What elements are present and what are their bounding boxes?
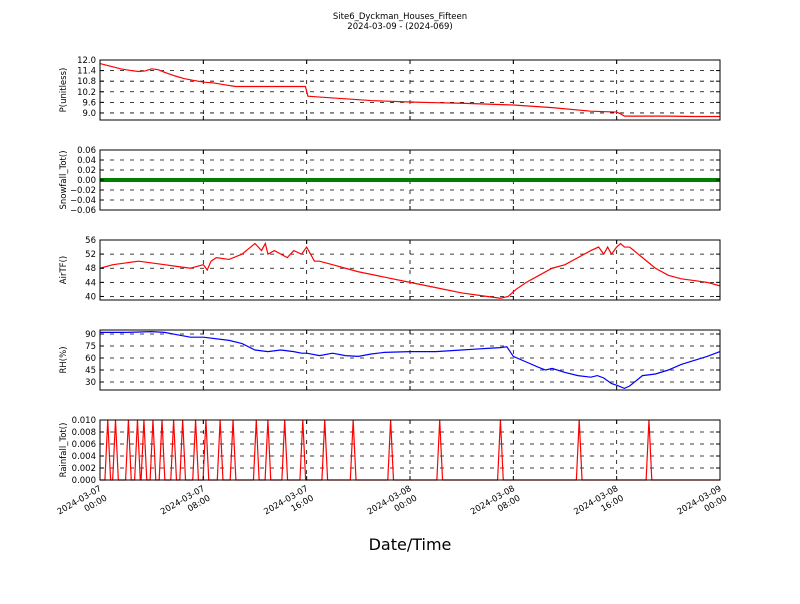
y-tick-label: 0.006: [72, 440, 96, 450]
y-tick-label: 44: [85, 278, 96, 288]
y-tick-label: 45: [85, 366, 96, 376]
y-tick-label: 10.8: [77, 77, 96, 87]
x-axis-label: Date/Time: [369, 535, 452, 554]
series-line: [100, 330, 721, 390]
figure-title-line1: Site6_Dyckman_Houses_Fifteen: [333, 12, 467, 22]
subplot-panels: 9.09.610.210.811.412.0P(unitless)−0.06−0…: [59, 56, 721, 486]
subplot-5: 0.000 0.002 0.004 0.006 0.008 0.010Rainfall_T…: [59, 416, 721, 486]
y-tick-label: 0.02: [77, 166, 96, 176]
y-axis-label: RH(%): [59, 346, 69, 373]
subplot-1: 9.09.610.210.811.412.0 P(unitless): [59, 56, 721, 121]
subplot-2: −0.06−0.04−0.020.000.020.040.06 Snowfall_…: [59, 146, 721, 216]
y-tick-label: 0.008: [72, 428, 96, 438]
y-axis-label: AirTF(): [59, 256, 69, 284]
y-tick-label: 10.2: [77, 88, 96, 98]
y-tick-label: −0.06: [70, 206, 96, 216]
x-tick-label: 2024-03-0900:00: [676, 484, 729, 527]
y-tick-label: 0.002: [72, 464, 96, 474]
subplot-3: 40 44 48 52 56 AirTF(): [59, 236, 721, 302]
y-tick-label: 0.00: [77, 176, 96, 186]
x-axis-ticks: 2024-03-0700:00 2024-03-0708:00 2024-03-07…: [56, 484, 729, 527]
y-tick-label: 11.4: [77, 67, 96, 77]
subplot-4: 30 45 60 75 90 RH(%): [59, 329, 721, 391]
y-tick-label: 0.004: [72, 452, 96, 462]
y-tick-label: −0.02: [70, 186, 96, 196]
y-tick-label: 60: [85, 354, 96, 364]
x-tick-label: 2024-03-0700:00: [56, 484, 109, 527]
series-line: [99, 241, 721, 299]
y-tick-label: 0.06: [77, 146, 96, 156]
y-tick-label: 56: [85, 236, 96, 246]
series-line: [99, 62, 720, 118]
y-tick-label: 0.000: [72, 476, 96, 486]
y-tick-label: 90: [85, 330, 96, 340]
x-tick-label: 2024-03-0716:00: [262, 484, 315, 527]
y-axis-label: Snowfall_Tot(): [59, 150, 69, 209]
figure-title-line2: 2024-03-09 - (2024-069): [347, 22, 452, 32]
x-tick-label: 2024-03-0800:00: [366, 484, 419, 527]
x-tick-label: 2024-03-0816:00: [572, 484, 625, 527]
y-tick-label: 9.0: [82, 109, 96, 119]
x-tick-label: 2024-03-0808:00: [469, 484, 522, 527]
y-axis-label: P(unitless): [59, 68, 69, 113]
y-tick-label: 48: [85, 264, 96, 274]
y-tick-label: 52: [85, 250, 96, 260]
y-tick-label: 12.0: [77, 56, 96, 66]
y-tick-label: 0.010: [72, 416, 96, 426]
y-tick-label: 75: [85, 342, 96, 352]
y-tick-label: 40: [85, 292, 96, 302]
y-axis-label: Rainfall_Tot(): [59, 423, 69, 478]
y-tick-label: 9.6: [82, 98, 96, 108]
y-tick-label: 0.04: [77, 156, 96, 166]
y-tick-label: 30: [85, 378, 96, 388]
x-tick-label: 2024-03-0708:00: [159, 484, 212, 527]
y-tick-label: −0.04: [70, 196, 96, 206]
